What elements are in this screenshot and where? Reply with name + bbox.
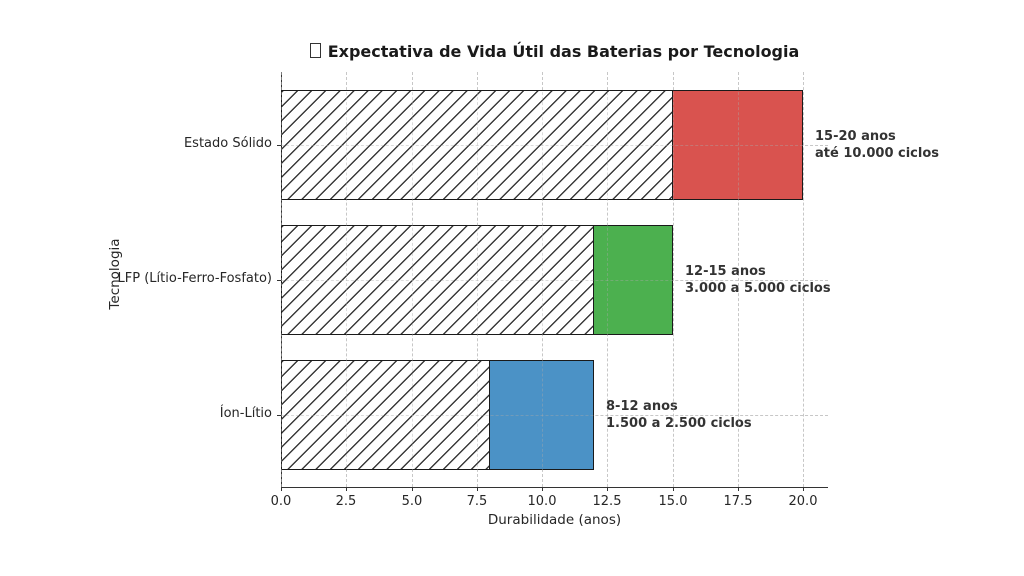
y-tick-mark [277, 280, 281, 281]
bar-colored-range-segment [489, 360, 594, 470]
x-tick-label: 10.0 [527, 494, 557, 509]
bar-annotation: 12-15 anos 3.000 a 5.000 ciclos [685, 225, 831, 335]
gridline-vertical [542, 72, 543, 487]
y-category-label: Estado Sólido [183, 136, 272, 151]
bar-hatched-min-segment [281, 360, 490, 470]
y-tick-mark [277, 415, 281, 416]
x-tick-mark [542, 487, 543, 491]
bars-layer: 15-20 anos até 10.000 ciclos 12-15 anos 3.0… [281, 72, 939, 487]
gridline-horizontal [281, 280, 828, 281]
gridline-horizontal [281, 145, 828, 146]
gridlines-over-layer [281, 72, 828, 487]
x-tick-mark [346, 487, 347, 491]
gridline-vertical [607, 72, 608, 487]
plot-area: 15-20 anos até 10.000 ciclos 12-15 anos 3.0… [281, 72, 939, 488]
gridline-vertical [803, 72, 804, 487]
x-tick-label: 7.5 [466, 494, 488, 509]
x-tick-mark [412, 487, 413, 491]
x-tick-label: 15.0 [658, 494, 688, 509]
x-tick-mark [607, 487, 608, 491]
y-category-label: LFP (Lítio-Ferro-Fosfato) [117, 271, 272, 286]
annotation-years: 15-20 anos [815, 129, 896, 144]
chart-title: Expectativa de Vida Útil das Baterias po… [281, 42, 828, 66]
annotation-years: 12-15 anos [685, 264, 766, 279]
gridline-vertical [346, 72, 347, 487]
annotation-cycles: 3.000 a 5.000 ciclos [685, 281, 831, 296]
x-tick-label: 12.5 [592, 494, 622, 509]
x-tick-mark [281, 487, 282, 491]
annotation-cycles: 1.500 a 2.500 ciclos [606, 416, 752, 431]
gridline-vertical [477, 72, 478, 487]
annotation-cycles: até 10.000 ciclos [815, 146, 940, 161]
bar-hatched-min-segment [281, 225, 594, 335]
x-tick-mark [673, 487, 674, 491]
chart-title-text: Expectativa de Vida Útil das Baterias po… [327, 42, 800, 61]
x-tick-mark [738, 487, 739, 491]
x-tick-label: 0.0 [270, 494, 292, 509]
bar-colored-range-segment [593, 225, 673, 335]
bar-colored-range-segment [672, 90, 803, 200]
x-tick-label: 20.0 [788, 494, 818, 509]
bar-annotation: 15-20 anos até 10.000 ciclos [815, 90, 939, 200]
gridline-horizontal [281, 415, 828, 416]
x-tick-mark [477, 487, 478, 491]
x-tick-mark [803, 487, 804, 491]
y-category-label: Íon-Lítio [219, 406, 272, 421]
bar-hatched-min-segment [281, 90, 673, 200]
gridline-vertical [412, 72, 413, 487]
gridline-vertical [738, 72, 739, 487]
gridline-vertical [281, 72, 282, 487]
x-axis-spine [281, 487, 828, 488]
annotation-years: 8-12 anos [606, 399, 678, 414]
x-tick-label: 17.5 [723, 494, 753, 509]
x-tick-label: 2.5 [335, 494, 357, 509]
y-tick-mark [277, 145, 281, 146]
gridline-vertical [673, 72, 674, 487]
x-axis-title: Durabilidade (anos) [487, 512, 622, 528]
bar-annotation: 8-12 anos 1.500 a 2.500 ciclos [606, 360, 752, 470]
x-tick-label: 5.0 [401, 494, 423, 509]
battery-emoji-missing-glyph-icon [309, 43, 321, 58]
